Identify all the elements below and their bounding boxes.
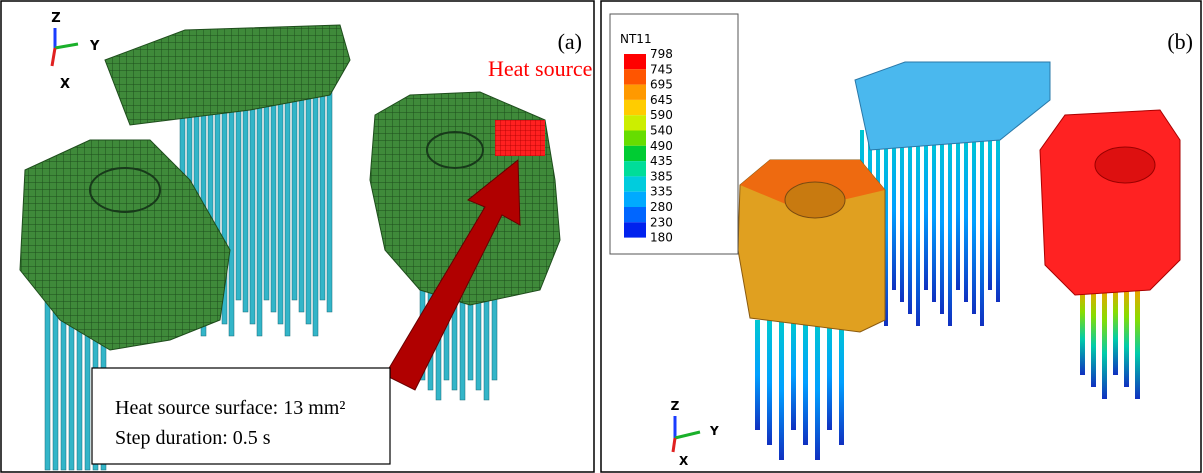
pillar [257,90,262,336]
legend-label: 435 [650,154,673,168]
legend-swatch [624,176,646,191]
part [1040,110,1180,295]
panel-tag: (a) [558,29,582,54]
part-hole [427,132,483,168]
legend-swatch [624,115,646,130]
pillar [229,90,234,336]
pillar [320,90,325,300]
legend-label: 385 [650,169,673,183]
pillar [956,130,960,290]
pillar [940,130,944,314]
heat-source-label: Heat source [488,56,592,81]
pillar [827,320,832,430]
legend-swatch [624,192,646,207]
pillar [908,130,912,314]
part-hole [90,168,160,212]
legend-label: 645 [650,93,673,107]
part-hole [1095,147,1155,183]
pillar [839,320,844,445]
legend-label: 590 [650,108,673,122]
pillar [45,300,50,470]
pillar [1102,285,1107,399]
legend-label: 230 [650,215,673,229]
pillar [988,130,992,290]
axis-label: Y [89,39,100,54]
note-line: Heat source surface: 13 mm² [115,397,345,419]
legend-label: 540 [650,124,673,138]
pillar [299,90,304,312]
legend-swatch [624,85,646,100]
pillar [1124,285,1129,387]
pillar [53,300,58,470]
pillar [972,130,976,314]
pillar [980,130,984,326]
pillar [243,90,248,312]
pillar [803,320,808,445]
legend-label: 490 [650,139,673,153]
legend-label: 335 [650,185,673,199]
pillar [1135,285,1140,399]
axis-label: Z [51,11,60,26]
pillar [892,130,896,290]
pillar [1091,285,1096,387]
legend-swatch [624,100,646,115]
axis-label: Y [709,424,719,438]
pillar [815,320,820,460]
pillar [1113,285,1118,375]
note-line: Step duration: 0.5 s [115,427,271,449]
pillar [996,130,1000,302]
pillar [1080,285,1085,375]
pillar [278,90,283,324]
axis-label: X [679,454,689,468]
pillar [292,90,297,300]
axis-label: X [60,77,70,92]
legend-label: 695 [650,78,673,92]
legend-swatch [624,69,646,84]
pillar [285,90,290,336]
figure: Heat source (a) Heat source surface: 13 … [0,0,1203,473]
legend-label: 798 [650,47,673,61]
pillar [916,130,920,326]
panel-tag: (b) [1167,29,1193,54]
legend-label: 745 [650,62,673,76]
pillar [236,90,241,300]
pillar [791,320,796,430]
pillar [948,130,952,326]
pillar [964,130,968,302]
pillar [250,90,255,324]
pillar [932,130,936,302]
part-hole [785,182,845,218]
legend-swatch [624,131,646,146]
heat-source-patch [495,120,545,156]
pillar [264,90,269,300]
legend-swatch [624,146,646,161]
pillar [313,90,318,336]
legend-swatch [624,207,646,222]
legend-swatch [624,161,646,176]
legend-swatch [624,222,646,237]
legend-swatch [624,54,646,69]
legend-title: NT11 [620,32,652,46]
pillar [900,130,904,302]
pillar [327,90,332,312]
pillar [61,300,66,470]
pillar [271,90,276,312]
axis-label: Z [671,399,680,413]
legend-label: 180 [650,231,673,245]
pillar [306,90,311,324]
pillar [924,130,928,290]
legend-label: 280 [650,200,673,214]
pillar [767,320,772,445]
pillar [755,320,760,430]
pillar [779,320,784,460]
